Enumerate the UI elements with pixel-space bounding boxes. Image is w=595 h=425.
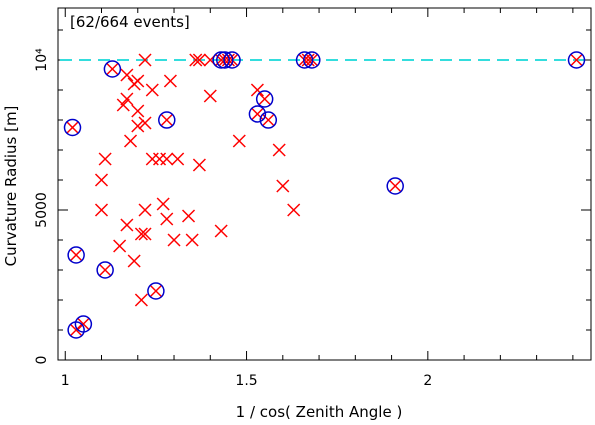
cross-marker (127, 254, 141, 268)
x-tick-label: 1.5 (235, 373, 257, 389)
cross-marker (276, 179, 290, 193)
circle-marker (147, 282, 165, 300)
cross-marker (145, 83, 159, 97)
cross-marker (131, 74, 145, 88)
circle-marker (74, 315, 93, 333)
cross-marker (171, 152, 185, 166)
cross-marker (214, 224, 228, 238)
cross-marker (94, 203, 109, 217)
cross-marker (261, 113, 275, 127)
cross-marker (189, 53, 203, 67)
cross-marker (138, 116, 152, 130)
cross-marker (94, 173, 109, 187)
circle-marker (386, 177, 404, 195)
circle-marker (212, 51, 230, 69)
x-tick-label: 1 (61, 373, 70, 389)
cross-marker (113, 239, 127, 253)
y-axis-label: Curvature Radius [m] (2, 106, 20, 267)
cross-marker (138, 53, 152, 67)
circle-marker (248, 105, 267, 123)
cross-marker (272, 143, 286, 157)
cross-marker (192, 53, 206, 67)
circle-marker (223, 51, 241, 69)
cross-marker (120, 68, 134, 82)
cross-marker (232, 134, 246, 148)
circle-marker (216, 51, 234, 69)
cross-marker (105, 62, 119, 76)
cross-marker (131, 104, 145, 118)
cross-marker (182, 209, 196, 223)
cross-marker (163, 74, 177, 88)
x-axis-label: 1 / cos( Zenith Angle ) (236, 403, 403, 421)
cross-marker (149, 284, 163, 298)
cross-marker (160, 212, 174, 226)
cross-marker (145, 152, 159, 166)
cross-marker (156, 197, 170, 211)
cross-marker (138, 203, 152, 217)
cross-marker (569, 53, 584, 67)
cross-marker (388, 179, 402, 193)
plot-frame-group (57, 7, 592, 361)
cross-marker (120, 92, 134, 106)
cross-marker (258, 92, 272, 106)
cross-marker (160, 152, 174, 166)
cross-marker (76, 317, 90, 331)
circle-marker (567, 51, 586, 69)
cross-marker (250, 107, 264, 121)
circle-marker (96, 261, 114, 279)
circle-marker (295, 51, 314, 69)
cross-marker (98, 263, 112, 277)
ticks-layer: 1 1.5 2 0 5000 10⁴ (34, 8, 591, 389)
cross-marker (116, 98, 130, 112)
cross-marker (160, 113, 174, 127)
cross-marker (134, 227, 148, 241)
cross-marker (131, 119, 145, 133)
cross-marker (185, 233, 199, 247)
cross-marker (123, 134, 138, 148)
cross-marker (120, 218, 134, 232)
circle-marker (259, 111, 278, 129)
circle-marker (303, 51, 321, 69)
y-tick-label: 0 (34, 356, 50, 365)
events-annotation: [62/664 events] (70, 13, 190, 31)
plot-frame (57, 7, 592, 361)
circle-marker (158, 111, 176, 129)
cross-marker (167, 233, 181, 247)
y-tick-label: 10⁴ (34, 48, 50, 72)
cross-marker (192, 158, 206, 172)
cross-marker (69, 248, 83, 262)
points-layer (63, 51, 586, 339)
cross-marker (134, 293, 148, 307)
circle-marker (103, 60, 122, 78)
x-tick-label: 2 (423, 373, 432, 389)
cross-marker (287, 203, 301, 217)
cross-marker (152, 152, 167, 166)
circle-marker (255, 90, 274, 108)
cross-marker (250, 83, 264, 97)
cross-marker (69, 323, 83, 337)
cross-marker (98, 152, 112, 166)
circle-marker (67, 246, 85, 264)
y-tick-label: 5000 (34, 192, 50, 228)
cross-marker (65, 120, 80, 135)
cross-marker (138, 227, 152, 241)
cross-marker (203, 89, 217, 103)
circle-marker (63, 118, 82, 137)
